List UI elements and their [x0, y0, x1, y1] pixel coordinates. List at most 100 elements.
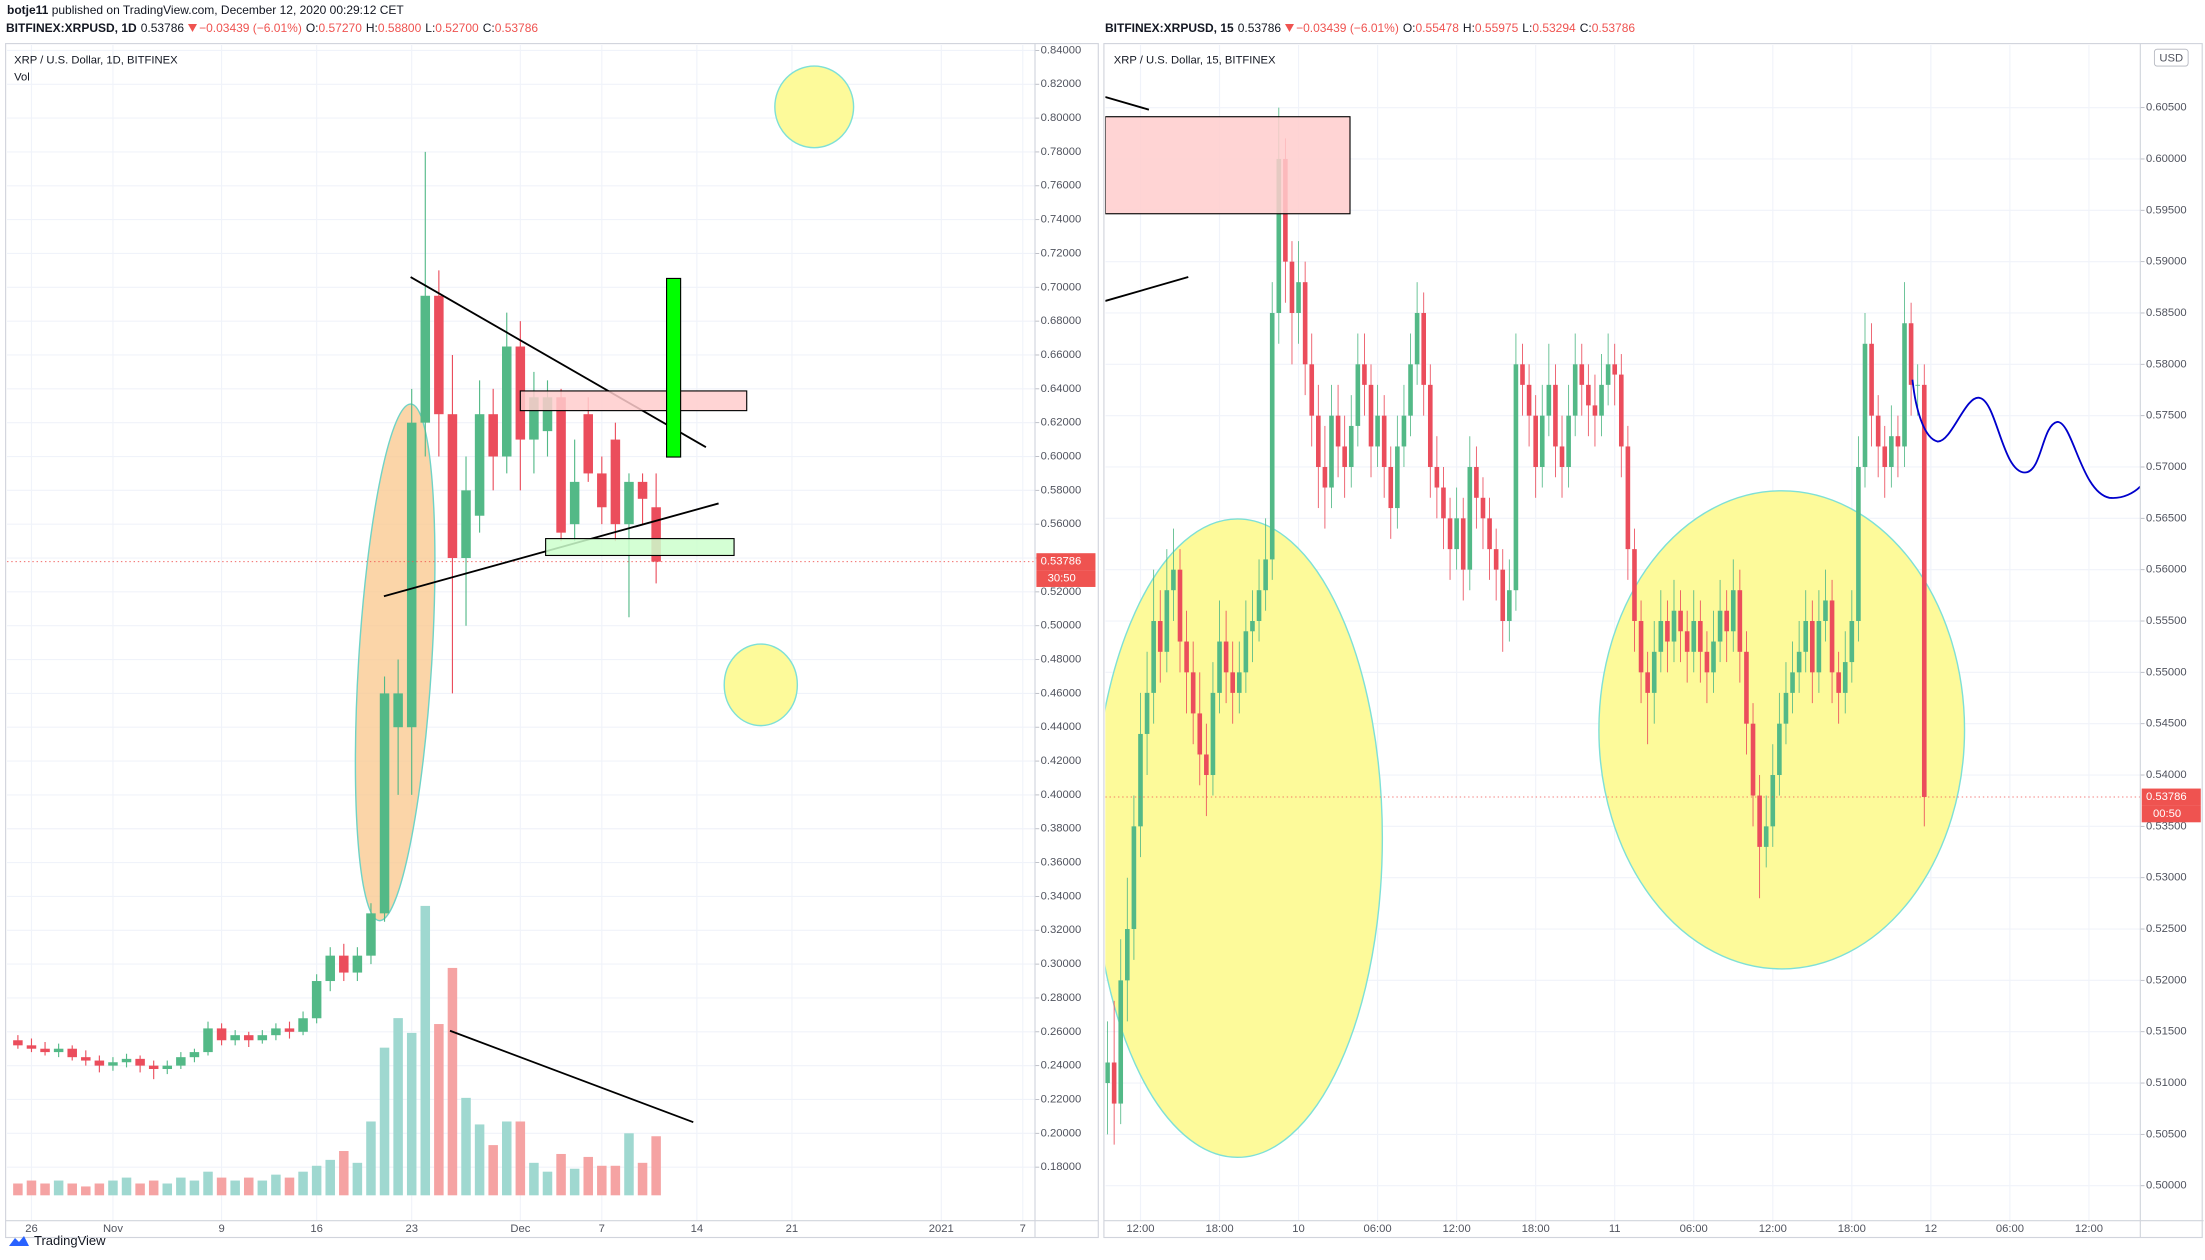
candle-body [1829, 600, 1835, 673]
y-tick-label: 0.20000 [1041, 1127, 1082, 1139]
candle-body [1230, 672, 1236, 693]
candle-body [1579, 364, 1585, 385]
candle-body [1289, 261, 1295, 313]
volume-bar [311, 1165, 322, 1196]
candle-body [1691, 621, 1697, 652]
candle-body [1612, 364, 1618, 375]
candle-body [1309, 364, 1315, 416]
candle-body [366, 913, 376, 956]
x-tick-label: 11 [1609, 1223, 1621, 1235]
publisher-line: botje11 published on TradingView.com, De… [7, 3, 404, 17]
volume-bar [81, 1186, 91, 1196]
series [7, 151, 1035, 1196]
candle-body [1500, 569, 1506, 622]
candle-body [298, 1018, 308, 1032]
candle-body [1763, 826, 1769, 847]
candle-body [81, 1057, 91, 1061]
y-tick-label: 0.22000 [1041, 1093, 1082, 1105]
candle-body [1395, 446, 1400, 509]
ohlc-field: H:0.58800 [366, 21, 421, 35]
candle-body [1572, 364, 1578, 416]
ohlc-field: L:0.53294 [1522, 21, 1575, 35]
volume-bar [271, 1174, 281, 1196]
y-tick-label: 0.62000 [1041, 417, 1082, 429]
candle-body [40, 1048, 50, 1053]
volume-bar [420, 905, 431, 1196]
candle-body [1480, 497, 1486, 519]
candle-body [1276, 158, 1282, 313]
candle-body [529, 397, 539, 440]
field-value: 0.52700 [435, 21, 479, 35]
candle-body [1803, 621, 1809, 652]
candle-body [1414, 312, 1420, 365]
candle-body [1875, 415, 1881, 447]
trend-line [410, 276, 707, 448]
y-tick-label: 0.50000 [2146, 1180, 2187, 1192]
candle-body [148, 1065, 159, 1070]
currency-label: USD [2159, 52, 2183, 64]
volume-bar [542, 1171, 553, 1196]
volume-bar [121, 1177, 132, 1196]
x-tick-label: 16 [310, 1223, 323, 1235]
volume-bar [298, 1171, 308, 1196]
legend-title: XRP / U.S. Dollar, 1D, BITFINEX [14, 54, 178, 66]
candle-body [1645, 672, 1650, 693]
candle-body [502, 346, 512, 457]
candle-body [1526, 384, 1532, 416]
candle-body [1915, 384, 1920, 386]
x-tick-label: 06:00 [1996, 1223, 2024, 1235]
volume-bar [243, 1177, 254, 1196]
field-label: H: [365, 21, 378, 35]
candle-body [569, 481, 580, 525]
ellipse-drawing [774, 65, 855, 149]
candle-body [1434, 466, 1440, 488]
candle-body [1329, 415, 1334, 488]
candle-body [610, 439, 621, 525]
y-tick-label: 0.64000 [1041, 383, 1082, 395]
symbol: BITFINEX:XRPUSD, 15 [1105, 21, 1234, 35]
candle-body [1388, 466, 1394, 509]
x-tick-label: 18:00 [1205, 1223, 1233, 1235]
candle-body [53, 1048, 64, 1053]
candle-body [379, 693, 390, 914]
x-tick-label: 18:00 [1838, 1223, 1866, 1235]
candle-body [1144, 692, 1150, 734]
candle-body [1869, 343, 1874, 416]
candle-body [257, 1035, 268, 1041]
x-tick-label: 14 [691, 1223, 704, 1235]
y-tick-label: 0.68000 [1041, 315, 1082, 327]
x-tick-label: 23 [405, 1223, 418, 1235]
candle-body [1171, 569, 1176, 591]
candle-body [1520, 364, 1525, 385]
candle-body [1770, 775, 1776, 827]
candle-body [1381, 415, 1387, 467]
volume-bar [189, 1180, 200, 1196]
candle-body [1138, 733, 1143, 827]
candle-body [1882, 446, 1888, 467]
brand[interactable]: TradingView [8, 1233, 106, 1248]
y-tick-label: 0.42000 [1041, 755, 1082, 767]
candle-body [1783, 692, 1789, 724]
change: −0.03439 (−6.01%) [1296, 21, 1399, 35]
ohlc-field: O:0.57270 [306, 21, 362, 35]
y-tick-label: 0.51500 [2146, 1026, 2187, 1038]
candle-body [1454, 518, 1459, 550]
y-tick-label: 0.72000 [1041, 247, 1082, 259]
candle-body [1441, 487, 1446, 519]
y-tick-label: 0.56500 [2146, 512, 2187, 524]
y-tick-label: 0.51000 [2146, 1077, 2187, 1089]
trend-line [1105, 276, 1189, 302]
candle-body [1638, 621, 1644, 673]
candle-body [1190, 672, 1196, 714]
candle-body [1157, 621, 1163, 652]
x-tick-label: 9 [218, 1223, 224, 1235]
candle-body [1592, 405, 1598, 416]
volume-bar [176, 1177, 186, 1196]
candle-body [284, 1028, 295, 1032]
candle-body [271, 1028, 281, 1036]
candle-body [1368, 384, 1374, 447]
volume-bar [339, 1151, 349, 1196]
candle-body [189, 1052, 200, 1058]
candle-body [624, 481, 634, 525]
legend-volume: Vol [14, 71, 30, 83]
